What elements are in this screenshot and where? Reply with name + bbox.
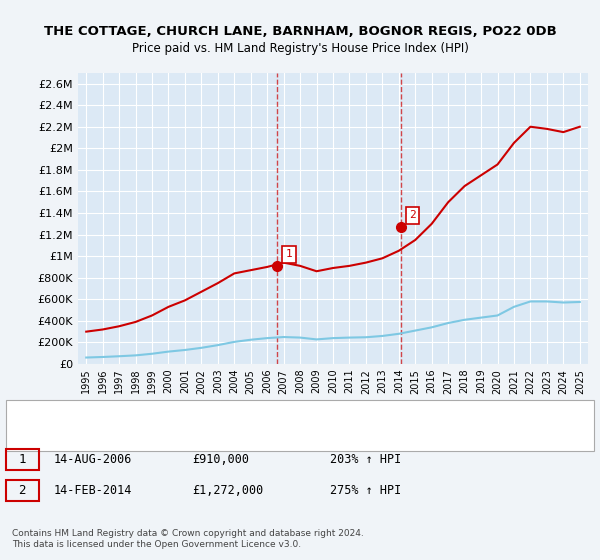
Text: Contains HM Land Registry data © Crown copyright and database right 2024.
This d: Contains HM Land Registry data © Crown c…: [12, 529, 364, 549]
Text: 2: 2: [409, 210, 416, 220]
Text: THE COTTAGE, CHURCH LANE, BARNHAM, BOGNOR REGIS, PO22 0DB (detached house): THE COTTAGE, CHURCH LANE, BARNHAM, BOGNO…: [96, 403, 551, 413]
Text: ─────: ─────: [30, 401, 67, 414]
Text: 14-FEB-2014: 14-FEB-2014: [54, 484, 133, 497]
Text: 203% ↑ HPI: 203% ↑ HPI: [330, 453, 401, 466]
Text: £910,000: £910,000: [192, 453, 249, 466]
Text: Price paid vs. HM Land Registry's House Price Index (HPI): Price paid vs. HM Land Registry's House …: [131, 42, 469, 55]
Text: 1: 1: [19, 453, 26, 466]
Text: 1: 1: [286, 249, 292, 259]
Text: THE COTTAGE, CHURCH LANE, BARNHAM, BOGNOR REGIS, PO22 0DB: THE COTTAGE, CHURCH LANE, BARNHAM, BOGNO…: [44, 25, 556, 38]
Text: 275% ↑ HPI: 275% ↑ HPI: [330, 484, 401, 497]
Text: 2: 2: [19, 484, 26, 497]
Text: ─────: ─────: [30, 433, 67, 446]
Text: HPI: Average price, detached house, Arun: HPI: Average price, detached house, Arun: [96, 435, 314, 445]
Text: 14-AUG-2006: 14-AUG-2006: [54, 453, 133, 466]
Text: £1,272,000: £1,272,000: [192, 484, 263, 497]
